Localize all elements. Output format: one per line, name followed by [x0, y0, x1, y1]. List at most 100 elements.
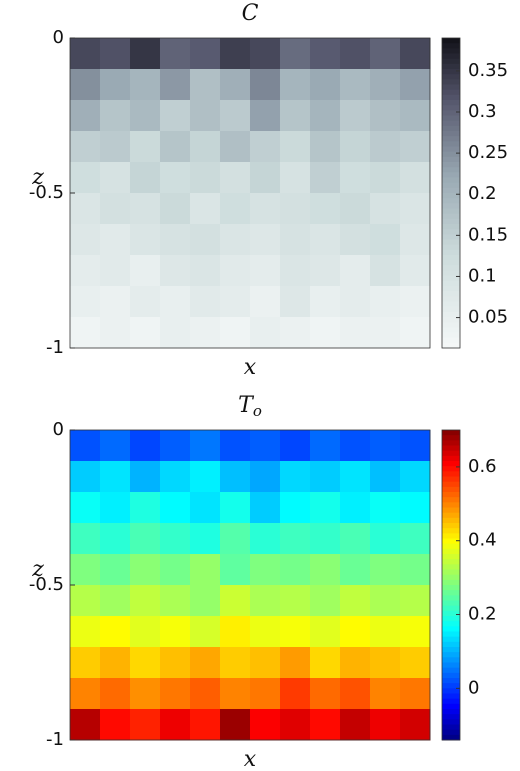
heatmap-cell — [220, 678, 251, 710]
y-tick-label: 0 — [53, 27, 64, 48]
colorbar-swatch — [442, 208, 460, 215]
heatmap-cell — [280, 317, 311, 349]
heatmap-cell — [250, 69, 281, 101]
heatmap-cell — [220, 131, 251, 163]
colorbar-swatch — [442, 317, 460, 323]
colorbar-swatch — [442, 698, 460, 705]
heatmap-cell — [100, 523, 131, 555]
heatmap-cell — [160, 585, 191, 617]
heatmap-cell — [250, 585, 281, 617]
colorbar-swatch — [442, 296, 460, 302]
colorbar-swatch — [442, 301, 460, 308]
heatmap-cell — [370, 709, 401, 741]
heatmap-cell — [160, 100, 191, 132]
heatmap-cell — [160, 69, 191, 101]
colorbar-swatch — [442, 337, 460, 344]
colorbar-swatch — [442, 621, 460, 627]
colorbar-swatch — [442, 260, 460, 266]
colorbar-swatch — [442, 641, 460, 648]
heatmap-cell — [190, 647, 221, 679]
colorbar-swatch — [442, 672, 460, 679]
colorbar-tick-label: 0 — [468, 677, 479, 698]
colorbar-swatch — [442, 703, 460, 710]
colorbar-swatch — [442, 610, 460, 617]
heatmap-cell — [220, 286, 251, 318]
heatmap-cell — [280, 193, 311, 225]
heatmap-cell — [340, 286, 371, 318]
heatmap-cell — [370, 585, 401, 617]
heatmap-cell — [160, 647, 191, 679]
colorbar-swatch — [442, 533, 460, 539]
heatmap-cell — [130, 492, 161, 524]
heatmap-cell — [250, 255, 281, 287]
colorbar-swatch — [442, 58, 460, 65]
colorbar-swatch — [442, 110, 460, 116]
colorbar-swatch — [442, 141, 460, 147]
heatmap-cell — [310, 100, 341, 132]
heatmap-cell — [280, 224, 311, 256]
heatmap-cell — [250, 492, 281, 524]
heatmap-cell — [310, 317, 341, 349]
heatmap-cell — [220, 224, 251, 256]
heatmap-cell — [370, 69, 401, 101]
heatmap-cell — [70, 430, 101, 462]
colorbar-swatch — [442, 590, 460, 596]
heatmap-cell — [130, 286, 161, 318]
heatmap-cell — [70, 131, 101, 163]
heatmap-cell — [220, 430, 251, 462]
heatmap-cell — [70, 317, 101, 349]
heatmap-cell — [340, 616, 371, 648]
heatmap-cell — [160, 317, 191, 349]
heatmap-cell — [100, 647, 131, 679]
heatmap-cell — [250, 162, 281, 194]
heatmap-cell — [70, 100, 101, 132]
colorbar-tick-label: 0.15 — [468, 224, 508, 245]
colorbar-swatch — [442, 461, 460, 467]
title-main: T — [238, 393, 255, 418]
heatmap-cell — [280, 678, 311, 710]
colorbar-swatch — [442, 585, 460, 591]
heatmap-cell — [70, 523, 101, 555]
colorbar-swatch — [442, 306, 460, 313]
heatmap-cell — [160, 523, 191, 555]
heatmap-cell — [340, 100, 371, 132]
colorbar-swatch — [442, 528, 460, 534]
heatmap-cell — [310, 616, 341, 648]
heatmap-cell — [160, 162, 191, 194]
colorbar-swatch — [442, 719, 460, 725]
heatmap-cell — [250, 193, 281, 225]
colorbar-swatch — [442, 466, 460, 472]
heatmap-cell — [400, 162, 431, 194]
heatmap-cell — [70, 616, 101, 648]
heatmap-cell — [400, 224, 431, 256]
colorbar-swatch — [442, 435, 460, 441]
heatmap-cell — [370, 492, 401, 524]
colorbar-swatch — [442, 327, 460, 333]
heatmap-cell — [190, 131, 221, 163]
heatmap-cell — [310, 523, 341, 555]
heatmap-cell — [250, 616, 281, 648]
colorbar-swatch — [442, 647, 460, 653]
heatmap-cell — [100, 616, 131, 648]
heatmap-cell — [130, 69, 161, 101]
heatmap-cell — [340, 430, 371, 462]
colorbar-swatch — [442, 291, 460, 297]
colorbar-swatch — [442, 714, 460, 720]
heatmap-cell — [370, 131, 401, 163]
heatmap-cell — [100, 317, 131, 349]
colorbar-swatch — [442, 265, 460, 271]
heatmap-cell — [220, 709, 251, 741]
heatmap-cell — [280, 131, 311, 163]
heatmap-cell — [370, 647, 401, 679]
heatmap-cell — [310, 38, 341, 70]
colorbar-swatch — [442, 734, 460, 741]
colorbar-tick-label: 0.3 — [468, 101, 497, 122]
heatmap-cell — [280, 585, 311, 617]
colorbar-swatch — [442, 693, 460, 700]
colorbar-frame — [441, 37, 461, 349]
colorbar-swatch — [442, 63, 460, 70]
y-axis-label: z — [31, 557, 44, 582]
colorbar-tick-label: 0.35 — [468, 60, 508, 81]
colorbar-swatch — [442, 74, 460, 80]
heatmap-cell — [340, 193, 371, 225]
